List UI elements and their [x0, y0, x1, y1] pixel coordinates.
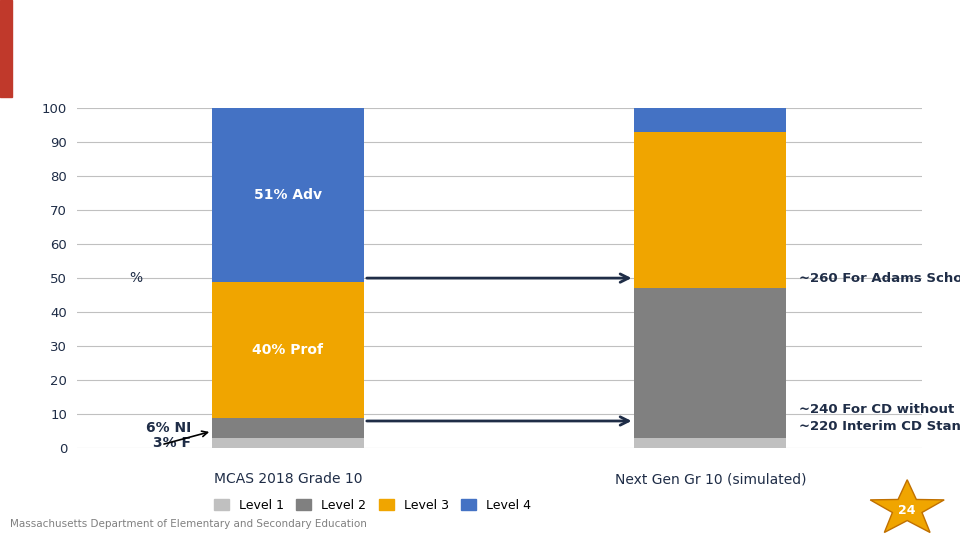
Bar	[212, 281, 364, 417]
Text: 51% Adv: 51% Adv	[254, 188, 322, 202]
Text: ~220 Interim CD Standard: ~220 Interim CD Standard	[799, 420, 960, 433]
Bar	[212, 108, 364, 281]
Bar	[212, 438, 364, 448]
Text: MCAS 2018 Grade 10: MCAS 2018 Grade 10	[214, 472, 362, 486]
Bar	[635, 132, 786, 288]
Text: 3% F: 3% F	[153, 436, 191, 450]
Text: Massachusetts Department of Elementary and Secondary Education: Massachusetts Department of Elementary a…	[10, 519, 367, 529]
Text: ~260 For Adams Scholarship: ~260 For Adams Scholarship	[799, 272, 960, 285]
Legend: Level 1, Level 2, Level 3, Level 4: Level 1, Level 2, Level 3, Level 4	[208, 494, 537, 517]
Text: Equipercentile linking model for establishing the interim CD standards for the
C: Equipercentile linking model for establi…	[21, 23, 812, 65]
Text: 40% Prof: 40% Prof	[252, 342, 324, 356]
Bar	[635, 108, 786, 132]
Text: 24: 24	[899, 504, 916, 517]
Bar	[212, 417, 364, 438]
Text: %: %	[130, 271, 142, 285]
Text: 6% NI: 6% NI	[146, 421, 191, 435]
Text: Next Gen Gr 10 (simulated): Next Gen Gr 10 (simulated)	[614, 472, 806, 486]
Bar	[635, 438, 786, 448]
Bar	[0, 0, 12, 97]
Polygon shape	[870, 480, 945, 532]
Bar	[635, 288, 786, 438]
Text: ~240 For CD without EPP: ~240 For CD without EPP	[799, 403, 960, 416]
